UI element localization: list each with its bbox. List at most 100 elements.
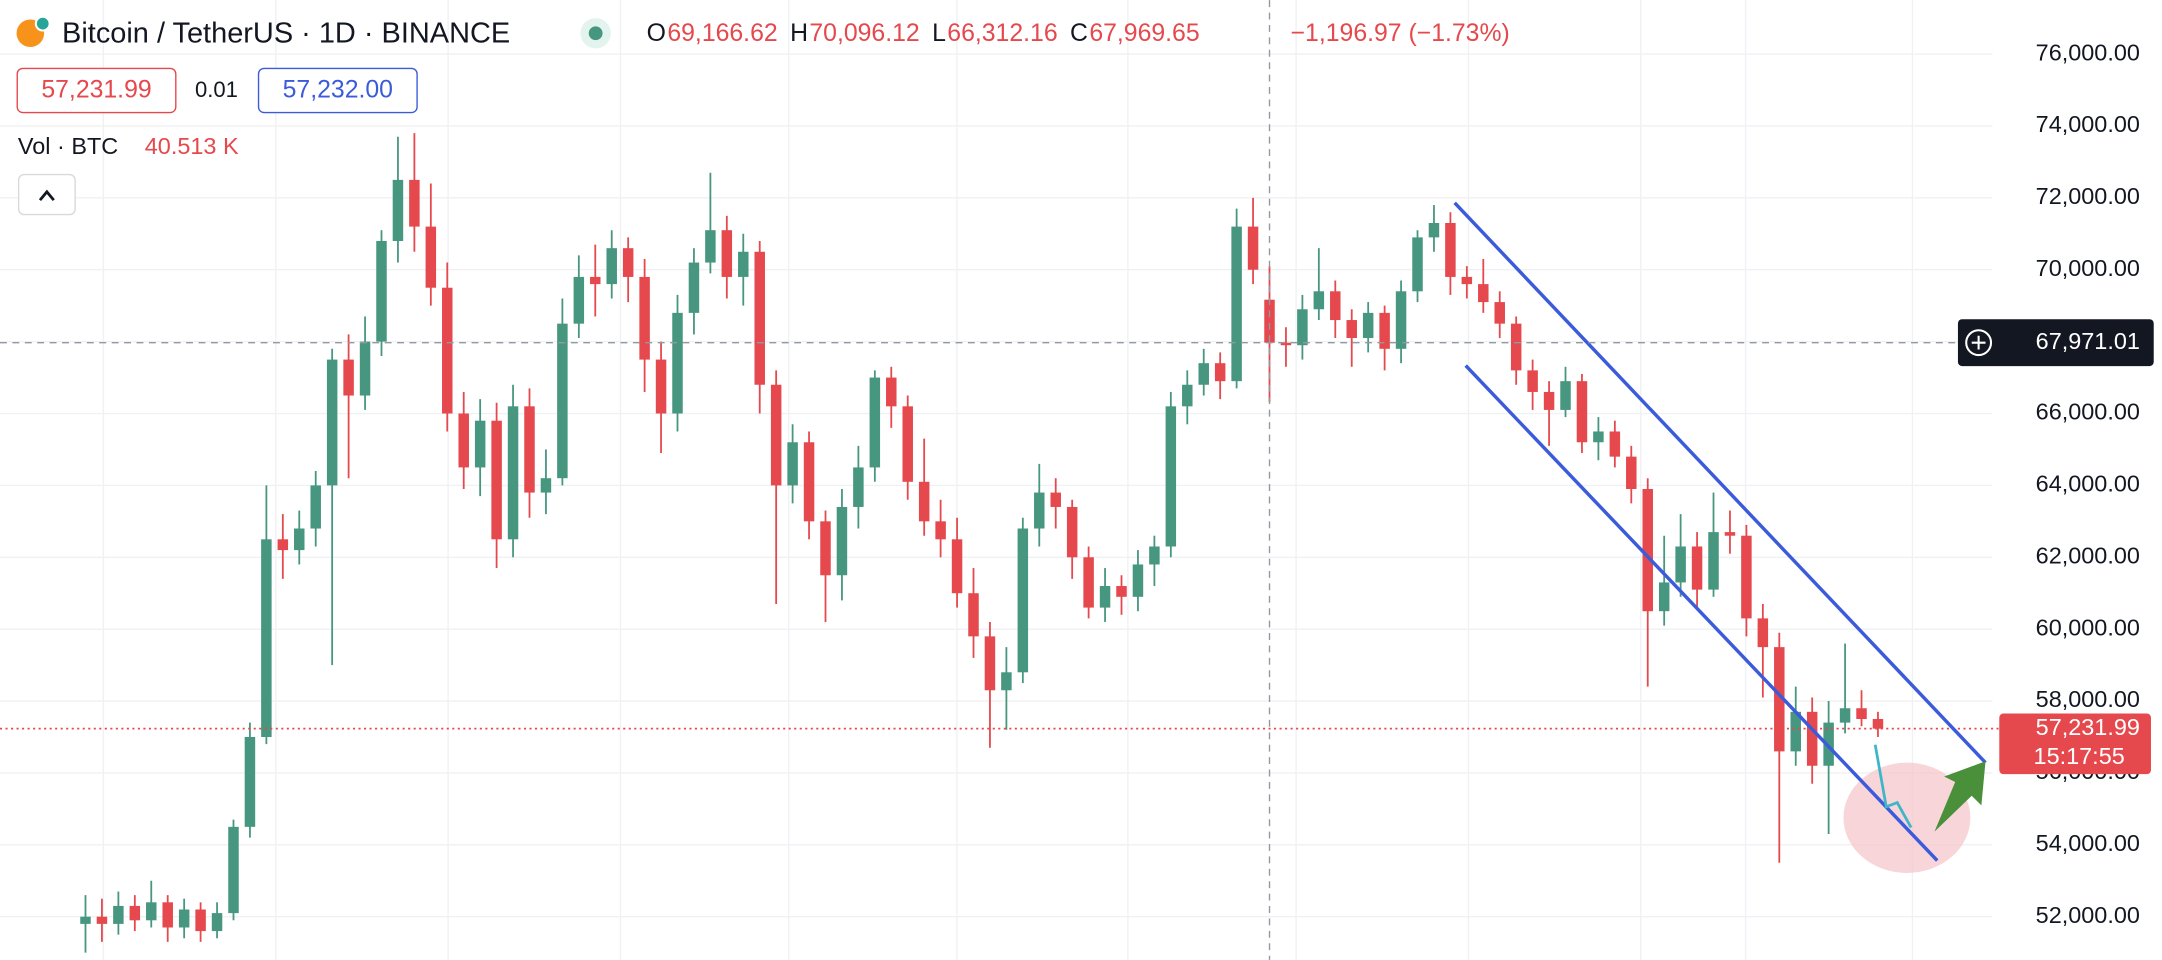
candle-body xyxy=(392,179,404,241)
candle-body xyxy=(1165,406,1177,547)
candle-body xyxy=(1510,323,1522,371)
y-tick-label: 70,000.00 xyxy=(2036,255,2140,281)
candle-body xyxy=(507,406,519,540)
candle-body xyxy=(1757,618,1769,648)
candle-body xyxy=(261,539,272,737)
candle-body xyxy=(1478,284,1489,303)
candle-body xyxy=(96,916,108,924)
sell-price[interactable]: 57,231.99 xyxy=(41,77,151,104)
up-arrow xyxy=(1934,761,1986,832)
candle-body xyxy=(244,736,256,827)
candle-body xyxy=(1708,532,1719,590)
candle-body xyxy=(705,230,716,263)
candle-body xyxy=(1297,309,1308,346)
candle-body xyxy=(1231,226,1242,382)
candle-body xyxy=(918,481,930,522)
candle-body xyxy=(1527,370,1538,392)
market-status-dot xyxy=(588,26,603,41)
candle-body xyxy=(1346,320,1357,339)
candle-body xyxy=(113,905,124,924)
candle-body xyxy=(787,442,798,486)
candle-body xyxy=(1017,528,1029,673)
y-tick-label: 72,000.00 xyxy=(2036,183,2140,209)
candle-body xyxy=(1642,488,1653,612)
toolbar: Bitcoin / TetherUS · 1D · BINANCE O 69,16… xyxy=(16,15,1510,216)
candle-body xyxy=(935,521,946,540)
buy-price[interactable]: 57,232.00 xyxy=(283,77,393,104)
candle-body xyxy=(409,179,420,227)
candle-body xyxy=(1839,708,1851,723)
buy-button[interactable] xyxy=(257,67,418,114)
candle-body xyxy=(622,248,634,277)
candle-body xyxy=(442,287,453,414)
candle-body xyxy=(80,916,91,924)
candle-body xyxy=(672,312,683,414)
candle-body xyxy=(1132,564,1144,597)
candle-body xyxy=(1872,719,1884,729)
candle-body xyxy=(606,248,617,285)
candle-body xyxy=(1724,532,1736,536)
candle-body xyxy=(869,377,881,468)
y-tick-label: 76,000.00 xyxy=(2036,39,2140,65)
candle-body xyxy=(277,539,289,551)
add-alert-plus xyxy=(1971,335,1986,350)
candle-body xyxy=(1330,291,1341,321)
candle-body xyxy=(1576,381,1588,443)
candle-body xyxy=(1280,342,1292,346)
candles xyxy=(0,133,2000,953)
candle-body xyxy=(1362,312,1374,339)
candle-body xyxy=(1149,546,1160,565)
candle-body xyxy=(1774,647,1785,752)
last-price-box xyxy=(1999,713,2151,775)
symbol-title[interactable]: Bitcoin / TetherUS · 1D · BINANCE xyxy=(62,17,510,49)
ohlc-value: 69,166.62 xyxy=(667,20,777,47)
candle-body xyxy=(1066,506,1078,558)
candle-body xyxy=(162,902,173,928)
y-tick-label: 58,000.00 xyxy=(2036,686,2140,712)
candle-body xyxy=(1609,431,1621,457)
candle-body xyxy=(1264,299,1275,343)
candle-body xyxy=(738,251,749,277)
candle-body xyxy=(688,262,700,313)
candle-body xyxy=(458,413,469,468)
candle-body xyxy=(1806,711,1818,766)
candle-body xyxy=(1214,363,1226,382)
candle-body xyxy=(491,420,502,540)
candle-body xyxy=(178,909,190,928)
ohlc-key: H xyxy=(790,20,808,47)
ohlc-key: L xyxy=(932,20,946,47)
candle-body xyxy=(754,251,765,385)
y-tick-label: 74,000.00 xyxy=(2036,111,2140,137)
candle-body xyxy=(968,593,979,637)
candle-body xyxy=(1395,291,1407,349)
y-tick-label: 52,000.00 xyxy=(2036,902,2140,928)
candle-body xyxy=(310,485,321,529)
candle-body xyxy=(984,636,996,691)
y-tick-label: 54,000.00 xyxy=(2036,830,2140,856)
y-tick-label: 60,000.00 xyxy=(2036,614,2140,640)
ohlc-key: O xyxy=(647,20,666,47)
candle-body xyxy=(1428,223,1440,238)
candle-body xyxy=(359,341,371,396)
candle-body xyxy=(228,826,239,914)
grid xyxy=(0,0,1993,960)
collapse-button[interactable] xyxy=(17,173,76,216)
channel-upper xyxy=(1453,201,1987,764)
candle-body xyxy=(1116,586,1127,597)
crosshair-price-box xyxy=(1957,319,2154,367)
candle-body xyxy=(1034,492,1045,529)
sell-button[interactable] xyxy=(16,67,177,114)
candle-body xyxy=(211,913,223,932)
ohlc-key: C xyxy=(1070,20,1088,47)
candle-body xyxy=(1593,431,1604,443)
candle-body xyxy=(195,909,206,932)
candle-body xyxy=(1083,557,1094,608)
volume-label: Vol · BTC xyxy=(18,133,118,159)
candle-body xyxy=(1198,363,1209,385)
add-alert-icon[interactable] xyxy=(1965,329,1993,357)
candle-body xyxy=(573,276,585,324)
change: −1,196.97 (−1.73%) xyxy=(1291,20,1510,47)
